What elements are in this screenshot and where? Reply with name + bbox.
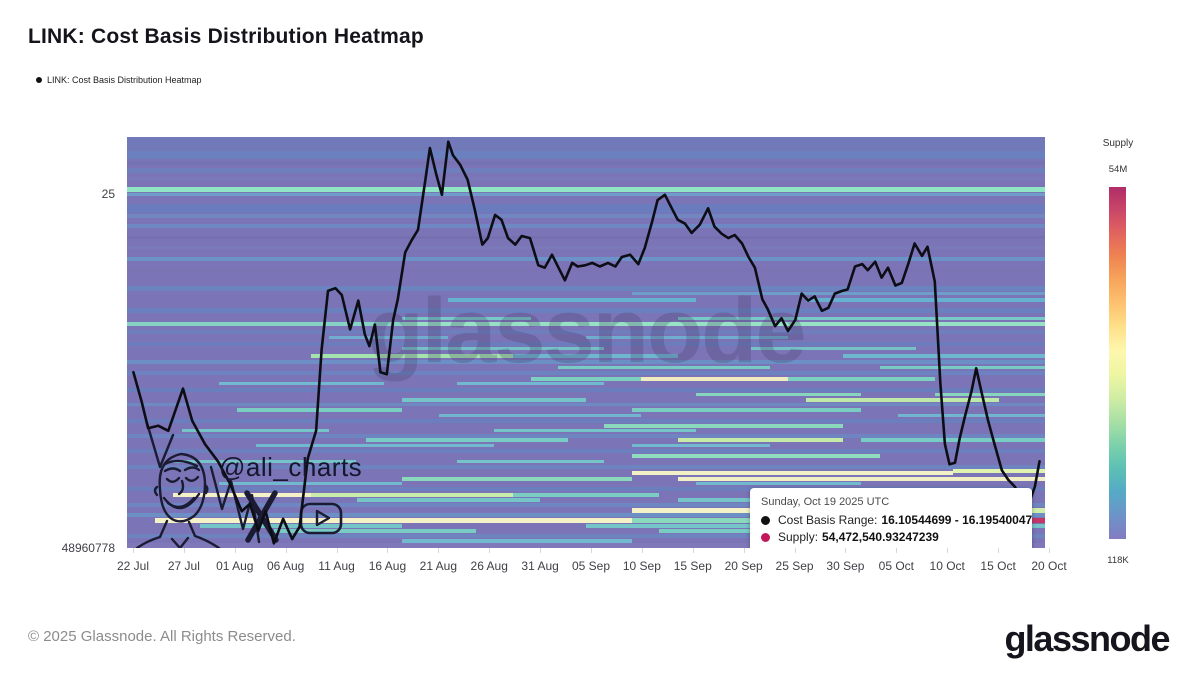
heatmap-plot[interactable]: glassnode — [127, 137, 1045, 548]
x-axis-label: 10 Oct — [929, 559, 965, 573]
tooltip-cost-basis-row: Cost Basis Range: 16.10544699 - 16.19540… — [761, 513, 1032, 527]
cost-basis-label: Cost Basis Range: — [778, 513, 878, 527]
sketch-neck-left — [135, 519, 169, 548]
x-axis-label: 05 Oct — [878, 559, 915, 573]
x-axis-tick — [794, 548, 796, 553]
sketch-nose — [177, 479, 185, 496]
supply-value: 54,472,540.93247239 — [822, 530, 939, 544]
colorbar-max-label: 54M — [1108, 164, 1128, 175]
supply-label: Supply: — [778, 530, 819, 544]
glassnode-watermark: glassnode — [367, 280, 806, 382]
x-axis-label: 05 Sep — [571, 559, 611, 573]
sketch-zigzag-left — [145, 421, 175, 469]
sketch-head — [158, 452, 207, 523]
sketch-smile-inner — [166, 496, 196, 509]
x-axis-label: 31 Aug — [521, 559, 559, 573]
cost-basis-value: 16.10544699 - 16.19540047 — [881, 513, 1033, 527]
ali-charts-sketch — [135, 421, 343, 548]
heatmap-rows — [127, 137, 1045, 548]
tooltip-supply-row: Supply: 54,472,540.93247239 — [761, 530, 1021, 544]
x-axis-tick — [845, 548, 847, 553]
supply-dot-icon — [761, 532, 770, 542]
x-axis-label: 15 Oct — [980, 559, 1016, 573]
page-title: LINK: Cost Basis Distribution Heatmap — [28, 25, 424, 48]
legend-dot-icon — [36, 77, 42, 83]
x-axis-label: 26 Aug — [470, 559, 508, 573]
x-axis-tick — [1049, 548, 1050, 553]
x-axis-tick — [285, 548, 287, 553]
glassnode-logo: glassnode — [1004, 618, 1170, 659]
x-axis-label: 01 Aug — [216, 559, 254, 573]
x-logo-icon-2 — [245, 490, 278, 543]
x-axis-label: 22 Jul — [116, 559, 150, 573]
y-axis-tick-25: 25 — [101, 187, 115, 201]
x-axis: 22 Jul 27 Jul 01 Aug 06 Aug 11 Aug 16 Aug 21 A… — [117, 548, 1067, 580]
x-axis-label: 20 Oct — [1031, 559, 1067, 573]
copyright-text: © 2025 Glassnode. All Rights Reserved. — [28, 628, 296, 645]
x-axis-tick — [540, 548, 542, 553]
sketch-collar — [170, 536, 190, 548]
youtube-icon — [299, 502, 343, 535]
tooltip: Sunday, Oct 19 2025 UTC Cost Basis Range… — [750, 488, 1032, 548]
legend-label: LINK: Cost Basis Distribution Heatmap — [47, 75, 202, 85]
x-axis-tick — [947, 548, 949, 553]
colorbar-gradient — [1109, 187, 1126, 539]
x-axis-tick — [591, 548, 592, 553]
x-axis-tick — [336, 548, 338, 553]
x-axis-tick — [743, 548, 745, 553]
x-axis-label: 10 Sep — [622, 559, 661, 573]
y-axis-tick-bottom: 48960778 — [61, 541, 115, 555]
x-axis-label: 11 Aug — [318, 559, 355, 573]
x-axis-label: 06 Aug — [266, 559, 305, 573]
x-axis-tick — [438, 548, 440, 553]
colorbar-title: Supply — [1102, 138, 1134, 149]
colorbar-min-label: 118K — [1107, 555, 1129, 566]
x-axis-tick — [133, 548, 134, 553]
sketch-smile-outer — [162, 492, 201, 510]
sketch-brow-left — [163, 467, 182, 473]
sketch-hairline — [163, 459, 199, 468]
x-axis-label: 27 Jul — [167, 559, 200, 573]
x-axis-label: 21 Aug — [419, 559, 458, 573]
tooltip-date: Sunday, Oct 19 2025 UTC — [761, 496, 890, 508]
x-axis-tick — [234, 548, 236, 553]
x-axis-tick — [387, 548, 389, 553]
sketch-eye-right — [184, 475, 200, 482]
x-axis-label: 25 Sep — [775, 559, 814, 573]
cost-basis-dot-icon — [761, 515, 770, 525]
author-handle: @ali_charts — [219, 452, 363, 482]
x-axis-tick — [489, 548, 491, 553]
legend-item[interactable]: LINK: Cost Basis Distribution Heatmap — [36, 75, 202, 85]
sketch-ear-left — [153, 485, 159, 497]
x-axis-label: 20 Sep — [724, 559, 763, 573]
x-axis-tick — [692, 548, 694, 553]
x-axis-label: 16 Aug — [368, 559, 407, 573]
sketch-brow-right — [183, 466, 201, 472]
sketch-neck-right — [187, 520, 221, 548]
x-axis-tick — [641, 548, 643, 553]
x-axis-tick — [998, 548, 1000, 553]
youtube-play-icon — [315, 509, 331, 527]
x-axis-tick — [896, 548, 898, 553]
chart-overlay — [132, 140, 1041, 548]
price-line — [132, 140, 1041, 545]
sketch-ear-right — [203, 483, 209, 495]
x-axis-label: 15 Sep — [673, 559, 712, 573]
x-axis-label: 30 Sep — [826, 559, 865, 573]
x-axis-tick — [183, 548, 185, 553]
sketch-eye-left — [165, 476, 181, 483]
